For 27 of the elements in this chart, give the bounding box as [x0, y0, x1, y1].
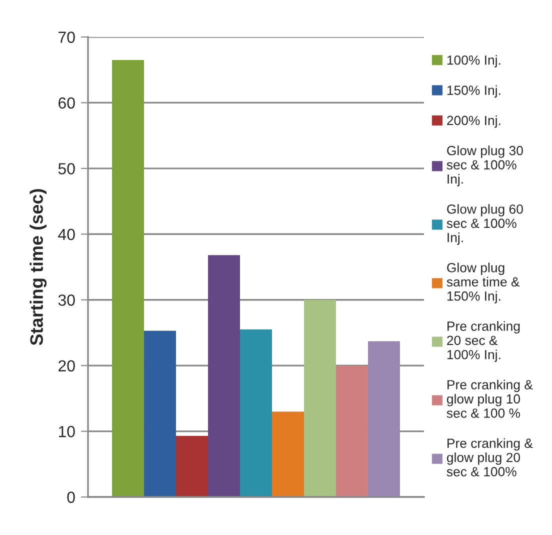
y-axis-title: Starting time (sec) — [30, 189, 47, 346]
bar — [304, 300, 336, 497]
bar — [240, 329, 272, 497]
legend-label: 150% Inj. — [447, 85, 500, 98]
legend-label: 200% Inj. — [447, 115, 500, 128]
y-tick-label: 50 — [58, 163, 75, 174]
y-tick-label: 10 — [58, 426, 75, 438]
y-tick-label: 60 — [58, 97, 75, 109]
bar — [336, 366, 368, 497]
y-tick-label: 40 — [58, 228, 75, 240]
bar — [144, 330, 176, 497]
legend-label: Glow plug 30 sec & 100% Inj. — [446, 146, 523, 186]
legend-label: Pre cranking & glow plug 10 sec & 100 % — [446, 380, 533, 418]
bar — [368, 341, 400, 497]
bar — [208, 255, 240, 497]
legend-label: Glow plug same time & 150% Inj. — [446, 262, 520, 304]
bar — [272, 412, 304, 497]
legend-label: Pre cranking & glow plug 20 sec & 100% — [446, 438, 533, 476]
bar — [112, 60, 144, 497]
y-tick-label: 0 — [67, 492, 75, 503]
y-tick-label: 70 — [58, 32, 75, 43]
legend-label: Glow plug 60 sec & 100% Inj. — [446, 204, 523, 245]
legend-label: Pre cranking 20 sec & 100% Inj. — [447, 321, 520, 362]
bar — [176, 436, 208, 497]
legend-label: 100% Inj. — [447, 55, 500, 68]
y-tick-label: 30 — [58, 294, 75, 306]
y-tick-label: 20 — [58, 360, 75, 372]
